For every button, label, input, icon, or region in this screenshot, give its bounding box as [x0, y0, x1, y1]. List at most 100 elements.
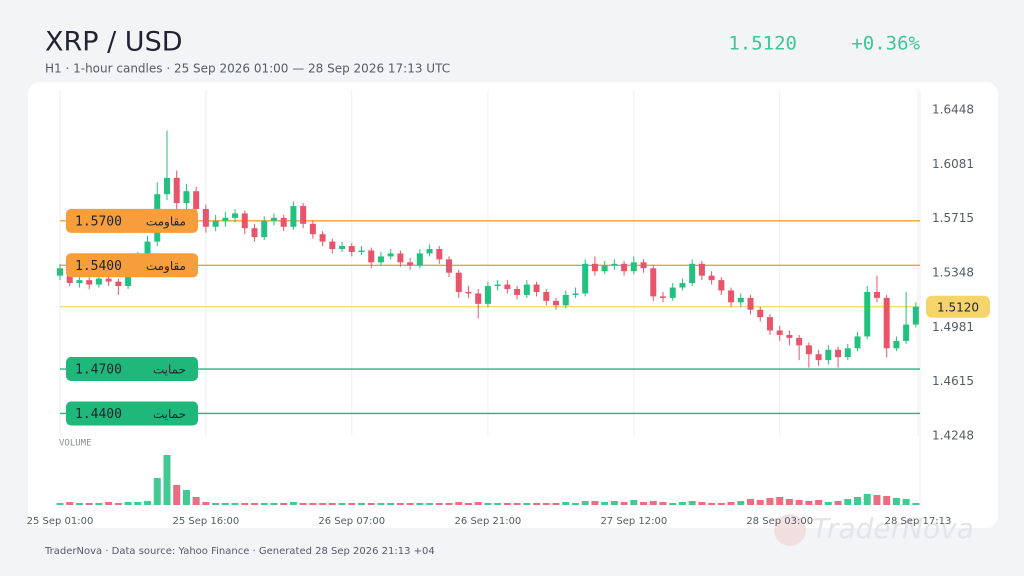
candle-body: [835, 349, 842, 358]
candle-body: [514, 289, 521, 295]
candle-body: [893, 340, 900, 349]
candle-body: [737, 297, 744, 303]
candle-body: [212, 220, 219, 227]
candle-body: [329, 241, 336, 249]
volume-bar: [124, 502, 132, 505]
candle-body: [912, 306, 919, 325]
volume-bar: [435, 503, 443, 505]
volume-bar: [221, 503, 229, 505]
candle-body: [562, 294, 569, 306]
volume-bar: [630, 500, 638, 505]
candle-body: [572, 293, 579, 295]
candle-body: [650, 268, 657, 297]
candle-body: [630, 262, 637, 272]
x-tick-label: 28 Sep 03:00: [746, 516, 813, 527]
candle-body: [95, 278, 102, 285]
volume-bar: [144, 501, 152, 505]
candle-body: [659, 296, 666, 298]
price-tag: [926, 295, 990, 318]
volume-bar: [756, 500, 764, 505]
level-price: 1.5700: [75, 214, 122, 229]
candle-body: [183, 191, 190, 204]
volume-bar: [562, 502, 570, 505]
volume-bar: [163, 455, 171, 505]
candle-body: [766, 317, 773, 331]
volume-bar: [270, 503, 278, 505]
volume-bar: [105, 502, 113, 505]
candle-body: [873, 291, 880, 298]
volume-bar: [387, 503, 395, 505]
level-name: حمايت: [153, 363, 186, 377]
y-tick-label: 1.5348: [932, 266, 974, 280]
candle-body: [786, 334, 793, 338]
volume-bar: [708, 503, 716, 505]
footer: TraderNova · Data source: Yahoo Finance …: [44, 546, 435, 557]
volume-bar: [338, 503, 346, 505]
volume-label: VOLUME: [59, 439, 92, 449]
volume-bar: [280, 503, 288, 505]
candle-body: [689, 263, 696, 284]
volume-bar: [56, 503, 64, 505]
candle-body: [640, 262, 647, 269]
candle-body: [144, 241, 151, 258]
volume-bar: [182, 490, 190, 505]
candle-body: [718, 280, 725, 291]
volume-bar: [610, 501, 618, 505]
volume-bar: [455, 502, 463, 505]
volume-bar: [795, 500, 803, 505]
candle-body: [270, 217, 277, 221]
volume-bar: [134, 502, 142, 505]
volume-bar: [815, 500, 823, 505]
last-price: 1.5120: [728, 33, 797, 55]
volume-bar: [854, 497, 862, 505]
candle-body: [708, 275, 715, 281]
candle-body: [757, 309, 764, 318]
candle-body: [115, 281, 122, 287]
volume-bar: [523, 503, 531, 505]
volume-bar: [591, 501, 599, 505]
candle-body: [232, 213, 239, 218]
volume-bar: [66, 502, 74, 505]
candle-body: [251, 228, 258, 238]
candle-body: [582, 263, 589, 294]
volume-bar: [192, 497, 200, 505]
candle-body: [446, 259, 453, 273]
volume-bar: [406, 503, 414, 505]
level-name: مقاومت: [146, 259, 186, 274]
volume-bar: [241, 503, 249, 505]
y-tick-label: 1.5715: [932, 211, 974, 225]
volume-bar: [289, 502, 297, 505]
volume-bar: [892, 498, 900, 505]
x-tick-label: 27 Sep 12:00: [600, 516, 667, 527]
candle-body: [309, 223, 316, 235]
y-tick-label: 1.4615: [932, 374, 974, 388]
volume-bar: [873, 495, 881, 505]
level-badge: [66, 401, 198, 426]
volume-bar: [85, 503, 93, 505]
level-price: 1.4700: [75, 363, 122, 378]
volume-bar: [173, 485, 181, 505]
volume-bar: [620, 502, 628, 505]
candle-body: [202, 208, 209, 227]
candle-body: [300, 206, 307, 224]
volume-bar: [640, 502, 648, 505]
candle-body: [387, 253, 394, 257]
candle-body: [776, 330, 783, 335]
volume-bar: [357, 503, 365, 505]
volume-bar: [688, 501, 696, 505]
candle-body: [796, 337, 803, 346]
volume-bar: [95, 503, 103, 505]
volume-bar: [396, 503, 404, 505]
volume-bar: [844, 499, 852, 505]
price-tag-label: 1.5120: [937, 300, 979, 314]
candle-body: [465, 291, 472, 294]
candle-body: [611, 263, 618, 266]
x-tick-label: 25 Sep 16:00: [173, 516, 240, 527]
candle-body: [494, 284, 501, 287]
volume-bar: [649, 501, 657, 505]
volume-bar: [805, 501, 813, 505]
y-tick-label: 1.6448: [932, 103, 974, 117]
plot: 25 Sep 01:00 25 Sep 16:00 26 Sep 07:00 26 S…: [27, 90, 990, 527]
